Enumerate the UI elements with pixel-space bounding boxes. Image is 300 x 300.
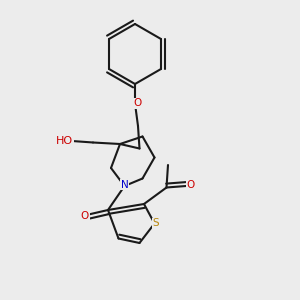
Text: N: N — [121, 179, 128, 190]
Text: S: S — [153, 218, 159, 229]
Text: O: O — [81, 211, 89, 221]
Text: HO: HO — [56, 136, 73, 146]
Text: O: O — [186, 179, 195, 190]
Text: O: O — [133, 98, 142, 109]
